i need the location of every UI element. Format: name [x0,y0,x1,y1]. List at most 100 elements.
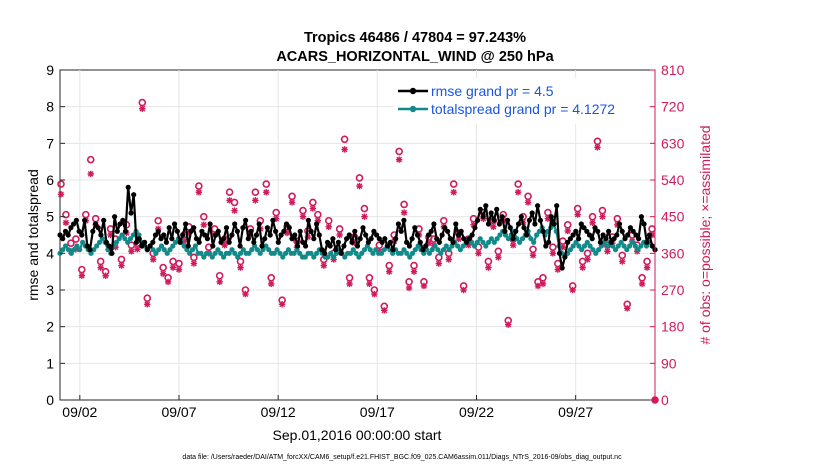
series-point-rmse [202,232,208,238]
series-point-rmse [259,243,265,249]
series-point-spread [514,236,520,242]
series-point-spread [285,247,291,253]
series-point-spread [94,243,100,249]
obs-assimilated-stroke [639,280,646,287]
y-left-tick-label: 0 [46,392,54,408]
legend-box [393,78,648,124]
series-point-spread [629,239,636,245]
series-point-rmse [185,243,191,249]
series-point-rmse [597,239,604,245]
series-point-rmse [382,236,388,242]
obs-assimilated-stroke [252,197,259,204]
obs-assimilated-stroke [366,280,373,287]
obs-assimilated-point [226,197,233,204]
series-point-spread [198,250,204,256]
series-point-spread [370,250,376,256]
series-point-spread [486,239,492,245]
series-point-spread [314,250,320,256]
series-point-rmse [215,228,221,234]
series-point-spread [302,254,308,260]
series-point-rmse [562,254,568,260]
obs-assimilated-point [529,252,537,259]
obs-assimilated-stroke [475,250,482,257]
series-point-spread [119,232,125,238]
series-point-rmse [450,239,456,245]
obs-assimilated-point [643,264,651,271]
obs-assimilated-point [200,221,207,229]
obs-possible-point [86,155,95,164]
series-point-rmse [401,217,407,223]
series-point-rmse [428,228,434,234]
obs-assimilated-point [150,256,157,263]
series-point-rmse [526,217,533,223]
series-point-rmse [480,214,486,220]
series-point-rmse [567,236,574,242]
series-point-rmse [188,228,194,234]
series-point-spread [353,250,359,256]
series-point-spread [615,243,621,249]
series-point-spread [621,243,627,249]
series-point-spread [266,247,272,253]
series-point-rmse [390,247,396,253]
obs-assimilated-point [346,280,353,288]
series-point-spread [68,250,74,256]
series-point-rmse [638,214,645,220]
series-point-rmse [431,221,437,227]
obs-assimilated-stroke [195,189,202,196]
series-point-rmse [87,247,93,253]
series-point-rmse [177,239,183,245]
obs-assimilated-stroke [381,307,388,314]
obs-assimilated-stroke [594,144,601,151]
obs-assimilated-point [445,256,452,263]
series-point-spread [158,243,165,249]
obs-assimilated-point [584,256,591,263]
series-point-spread [246,250,252,256]
obs-assimilated-point [564,227,571,235]
x-tick-label: 09/12 [261,404,296,420]
series-point-rmse [120,217,126,223]
obs-possible-point [154,216,162,225]
obs-assimilated-point [524,199,532,206]
obs-possible-point [62,210,70,219]
obs-possible-point [225,188,234,197]
obs-assimilated-point [460,286,467,294]
series-point-spread [212,250,218,256]
obs-assimilated-stroke [58,191,64,198]
series-point-spread [280,254,286,260]
obs-assimilated-stroke [63,219,69,226]
series-point-rmse [289,236,295,242]
obs-assimilated-stroke [150,256,157,263]
series-point-rmse [346,232,352,238]
obs-assimilated-point [450,189,457,196]
obs-assimilated-stroke [190,260,197,267]
series-point-spread [517,239,523,245]
y-left-tick-label: 6 [46,172,54,188]
series-point-rmse [556,250,563,256]
series-point-rmse [619,228,625,234]
series-point-rmse [529,210,535,216]
series-point-rmse [322,250,328,256]
series-point-spread [618,239,624,245]
series-point-rmse [608,239,614,245]
series-point-spread [65,247,72,253]
series-point-spread [528,236,534,242]
series-point-spread [113,239,119,245]
series-point-rmse [122,228,129,234]
obs-assimilated-stroke [165,278,171,285]
series-point-rmse [412,225,418,231]
series-point-rmse [595,228,601,234]
series-point-rmse [324,239,331,245]
series-point-spread [206,250,213,256]
series-point-spread [474,239,480,245]
obs-assimilated-stroke [644,264,650,271]
obs-assimilated-stroke [231,207,238,214]
series-point-rmse [360,225,366,231]
series-point-rmse [458,228,464,234]
series-point-spread [426,250,432,256]
series-point-rmse [622,236,628,242]
series-point-rmse [349,239,355,245]
series-point-rmse [436,239,442,245]
x-axis-label: Sep.01,2016 00:00:00 start [273,427,442,443]
obs-assimilated-stroke [263,189,270,196]
series-point-rmse [515,221,522,227]
